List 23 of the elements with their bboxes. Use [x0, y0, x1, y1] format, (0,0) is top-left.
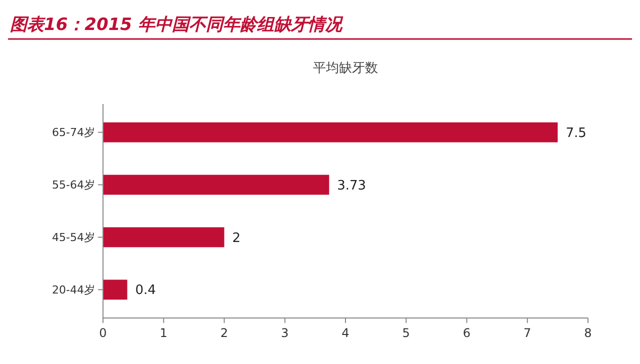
x-tick-label: 2	[220, 326, 228, 340]
x-tick-label: 8	[584, 326, 592, 340]
bar	[103, 122, 558, 142]
y-tick-label: 45-54岁	[52, 231, 95, 244]
x-tick-label: 6	[462, 326, 471, 340]
y-tick-label: 65-74岁	[52, 126, 95, 140]
chart-subtitle: 平均缺牙数	[313, 61, 378, 76]
x-tick-label: 3	[281, 326, 289, 340]
x-tick-label: 7	[524, 326, 532, 340]
bar	[103, 280, 128, 300]
data-label: 2	[232, 230, 241, 246]
bar	[103, 227, 224, 248]
x-tick-label: 5	[402, 326, 410, 340]
data-label: 3.73	[337, 178, 366, 194]
x-tick-label: 1	[160, 326, 168, 340]
x-tick-label: 0	[99, 326, 107, 340]
bar	[103, 174, 330, 195]
data-label: 0.4	[135, 283, 156, 298]
y-tick-label: 55-64岁	[52, 178, 95, 192]
y-tick-label: 20-44岁	[52, 284, 95, 297]
x-tick-label: 4	[342, 326, 350, 340]
data-label: 7.5	[566, 126, 586, 141]
chart-title: 图表16：2015 年中国不同年龄组缺牙情况	[10, 15, 344, 35]
